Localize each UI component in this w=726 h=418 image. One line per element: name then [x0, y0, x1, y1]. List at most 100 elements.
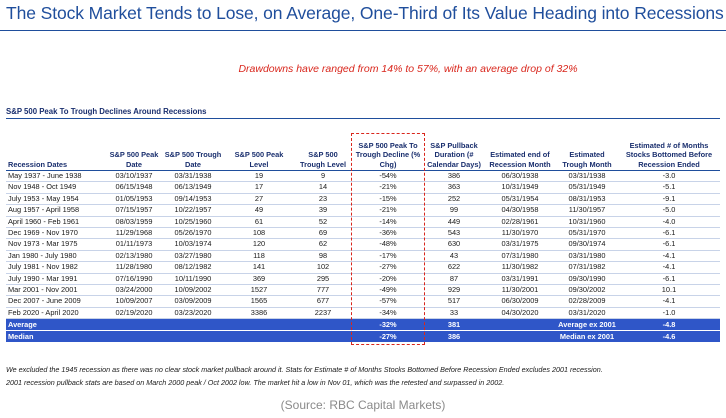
header-decline: S&P 500 Peak To Trough Decline (% Chg) — [352, 135, 424, 171]
cell-duration: 43 — [424, 250, 484, 263]
cell-recession-dates: Jan 1980 - July 1980 — [6, 250, 106, 263]
table-row: Jan 1980 - July 1980 02/13/1980 03/27/1980… — [6, 250, 720, 263]
footnote-2: 2001 recession pullback stats are based … — [6, 378, 505, 387]
cell-duration: 386 — [424, 170, 484, 183]
summary-row: Average -32% 381 Average ex 2001 -4.8 — [6, 318, 720, 332]
table-row: Aug 1957 - April 1958 07/15/1957 10/22/195… — [6, 204, 720, 217]
cell-trough-month: 05/31/1970 — [556, 227, 618, 240]
cell-decline: -17% — [352, 250, 424, 263]
cell-trough-level: 14 — [294, 181, 352, 194]
cell-trough-month: 09/30/2002 — [556, 284, 618, 297]
cell-decline: -21% — [352, 181, 424, 194]
empty-cell — [484, 318, 556, 332]
table-row: Mar 2001 - Nov 2001 03/24/2000 10/09/2002 1… — [6, 284, 720, 297]
summary-decline: -27% — [352, 330, 424, 344]
cell-trough-level: 62 — [294, 238, 352, 251]
cell-recession-end: 11/30/1970 — [484, 227, 556, 240]
cell-peak-date: 02/19/2020 — [106, 307, 162, 320]
cell-trough-level: 39 — [294, 204, 352, 217]
cell-decline: -54% — [352, 170, 424, 183]
table-title-divider — [6, 118, 720, 119]
cell-decline: -57% — [352, 295, 424, 308]
cell-recession-dates: Dec 2007 - June 2009 — [6, 295, 106, 308]
header-months-before: Estimated # of Months Stocks Bottomed Be… — [618, 135, 720, 171]
cell-trough-level: 23 — [294, 193, 352, 206]
cell-recession-end: 10/31/1949 — [484, 181, 556, 194]
cell-peak-level: 17 — [224, 181, 294, 194]
header-recession-end: Estimated end of Recession Month — [484, 135, 556, 171]
header-trough-date: S&P 500 Trough Date — [162, 135, 224, 171]
cell-peak-date: 07/16/1990 — [106, 273, 162, 286]
cell-recession-dates: July 1953 - May 1954 — [6, 193, 106, 206]
header-trough-month: Estimated Trough Month — [556, 135, 618, 171]
cell-decline: -20% — [352, 273, 424, 286]
recession-drawdown-table: Recession Dates S&P 500 Peak Date S&P 50… — [6, 135, 720, 344]
cell-duration: 449 — [424, 216, 484, 229]
summary-label: Average — [6, 318, 106, 332]
cell-peak-date: 11/29/1968 — [106, 227, 162, 240]
cell-recession-dates: May 1937 - June 1938 — [6, 170, 106, 183]
cell-duration: 87 — [424, 273, 484, 286]
cell-trough-level: 9 — [294, 170, 352, 183]
cell-recession-end: 11/30/2001 — [484, 284, 556, 297]
cell-trough-month: 09/30/1974 — [556, 238, 618, 251]
cell-decline: -36% — [352, 227, 424, 240]
page-title: The Stock Market Tends to Lose, on Avera… — [6, 3, 724, 23]
cell-recession-end: 03/31/1991 — [484, 273, 556, 286]
summary-ex-value: -4.6 — [618, 330, 720, 344]
cell-duration: 363 — [424, 181, 484, 194]
cell-recession-end: 06/30/2009 — [484, 295, 556, 308]
table-row: May 1937 - June 1938 03/10/1937 03/31/1938… — [6, 170, 720, 183]
cell-months-before: -6.1 — [618, 227, 720, 240]
cell-trough-date: 10/09/2002 — [162, 284, 224, 297]
empty-cell — [162, 330, 224, 344]
cell-peak-date: 01/05/1953 — [106, 193, 162, 206]
cell-trough-date: 06/13/1949 — [162, 181, 224, 194]
cell-trough-level: 2237 — [294, 307, 352, 320]
cell-trough-date: 03/27/1980 — [162, 250, 224, 263]
cell-trough-month: 02/28/2009 — [556, 295, 618, 308]
cell-trough-date: 08/12/1982 — [162, 261, 224, 274]
cell-duration: 33 — [424, 307, 484, 320]
cell-recession-end: 04/30/2020 — [484, 307, 556, 320]
cell-trough-level: 777 — [294, 284, 352, 297]
cell-trough-date: 10/11/1990 — [162, 273, 224, 286]
cell-duration: 99 — [424, 204, 484, 217]
header-recession-dates: Recession Dates — [6, 135, 106, 171]
cell-trough-level: 98 — [294, 250, 352, 263]
empty-cell — [106, 318, 162, 332]
summary-duration: 381 — [424, 318, 484, 332]
cell-recession-dates: April 1960 - Feb 1961 — [6, 216, 106, 229]
cell-trough-date: 09/14/1953 — [162, 193, 224, 206]
summary-label: Median — [6, 330, 106, 344]
summary-duration: 386 — [424, 330, 484, 344]
cell-trough-month: 07/31/1982 — [556, 261, 618, 274]
empty-cell — [106, 330, 162, 344]
cell-trough-month: 10/31/1960 — [556, 216, 618, 229]
source-credit: (Source: RBC Capital Markets) — [280, 398, 446, 412]
cell-duration: 517 — [424, 295, 484, 308]
table-row: Feb 2020 - April 2020 02/19/2020 03/23/202… — [6, 307, 720, 320]
cell-peak-level: 141 — [224, 261, 294, 274]
table-body: May 1937 - June 1938 03/10/1937 03/31/1938… — [6, 170, 720, 344]
cell-recession-dates: July 1981 - Nov 1982 — [6, 261, 106, 274]
cell-months-before: -4.1 — [618, 250, 720, 263]
header-duration: S&P Pullback Duration (# Calendar Days) — [424, 135, 484, 171]
table-row: Nov 1948 - Oct 1949 06/15/1948 06/13/1949 1… — [6, 181, 720, 194]
cell-decline: -21% — [352, 204, 424, 217]
cell-recession-end: 06/30/1938 — [484, 170, 556, 183]
header-trough-level: S&P 500 Trough Level — [294, 135, 352, 171]
subtitle: Drawdowns have ranged from 14% to 57%, w… — [238, 63, 578, 75]
cell-duration: 630 — [424, 238, 484, 251]
cell-trough-month: 08/31/1953 — [556, 193, 618, 206]
table-row: Nov 1973 - Mar 1975 01/11/1973 10/03/1974 1… — [6, 238, 720, 251]
cell-duration: 929 — [424, 284, 484, 297]
cell-trough-date: 10/03/1974 — [162, 238, 224, 251]
cell-peak-level: 1527 — [224, 284, 294, 297]
empty-cell — [162, 318, 224, 332]
empty-cell — [484, 330, 556, 344]
cell-peak-level: 108 — [224, 227, 294, 240]
cell-duration: 252 — [424, 193, 484, 206]
cell-months-before: -4.1 — [618, 295, 720, 308]
cell-trough-month: 11/30/1957 — [556, 204, 618, 217]
